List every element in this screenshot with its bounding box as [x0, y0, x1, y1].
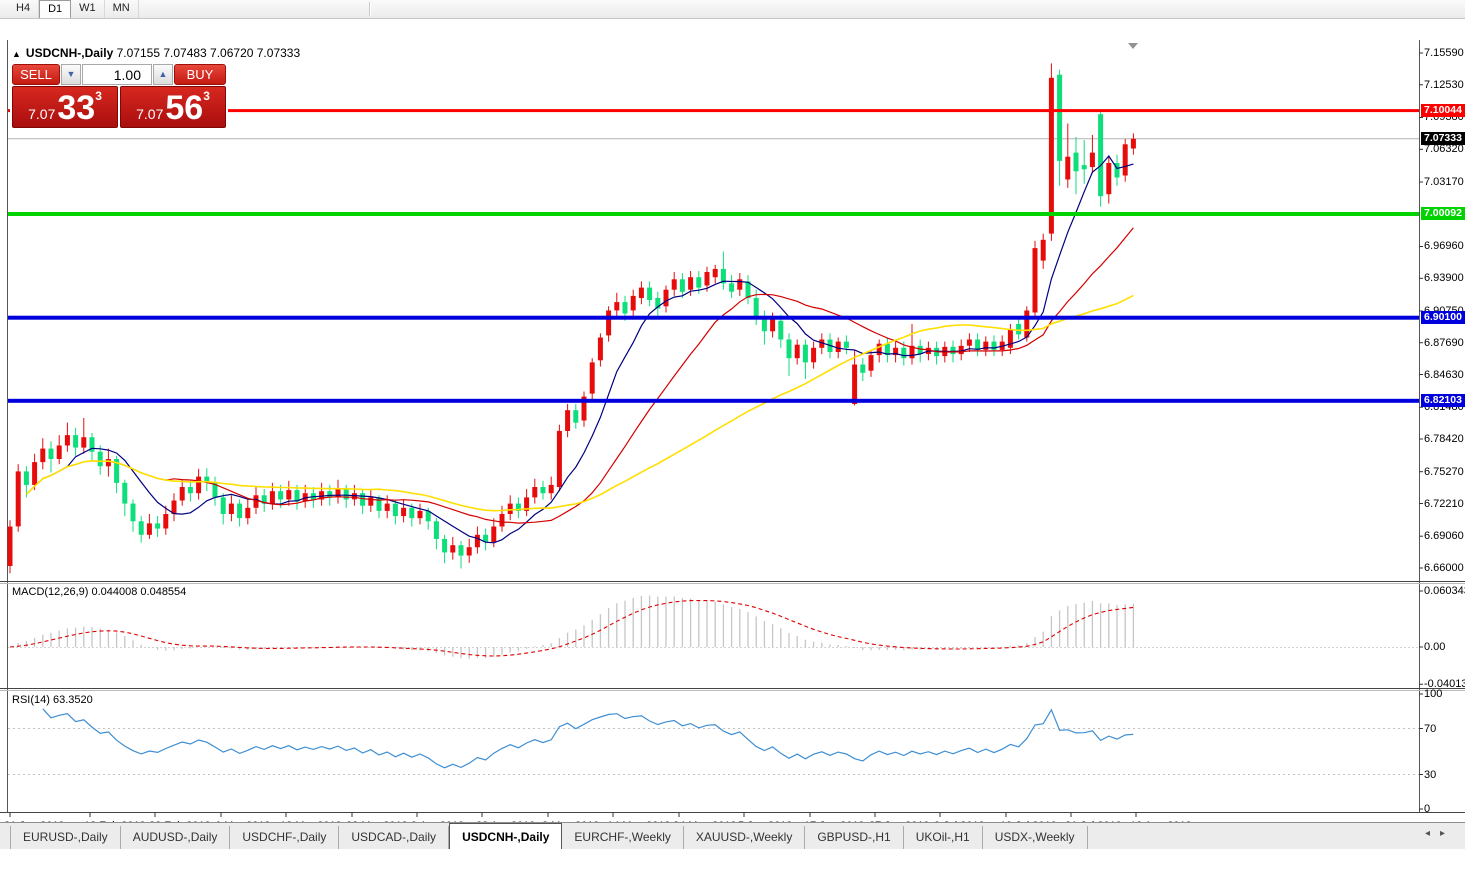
- toolbar-separator: [368, 2, 370, 16]
- price-axis-label: 6.93900: [1424, 272, 1464, 285]
- macd-histogram: [17, 595, 1135, 659]
- rsi-indicator-label: RSI(14) 63.3520: [12, 694, 93, 706]
- symbol-tab-gbpusd-h1[interactable]: GBPUSD-,H1: [805, 826, 904, 849]
- price-axis-label: 7.12530: [1424, 78, 1464, 91]
- timeframe-button-d1[interactable]: D1: [39, 0, 72, 18]
- symbol-tab-eurusd-daily[interactable]: EURUSD-,Daily: [10, 826, 121, 849]
- volume-increase-button[interactable]: ▲: [153, 64, 173, 85]
- price-axis-label: 6.75270: [1424, 465, 1464, 478]
- current-price-badge: 7.07333: [1421, 132, 1465, 146]
- sell-price-big: 33: [57, 89, 96, 127]
- timeframe-button-h4[interactable]: H4: [8, 0, 40, 18]
- macd-axis-label: -0.040136: [1424, 678, 1465, 691]
- price-axis-label: 7.06320: [1424, 143, 1464, 156]
- price-axis-label: 6.69060: [1424, 530, 1464, 543]
- rsi-axis-label: 100: [1424, 688, 1443, 700]
- ma-line-20: [25, 227, 1134, 524]
- timeframe-toolbar: H4 D1 W1 MN: [0, 0, 1465, 19]
- hline-support-blue-1[interactable]: [8, 315, 1419, 320]
- buy-button[interactable]: BUY: [174, 64, 226, 85]
- chart-shift-marker-icon[interactable]: [1128, 43, 1138, 49]
- timeframe-button-mn[interactable]: MN: [105, 0, 139, 18]
- symbol-tab-ukoil-h1[interactable]: UKOil-,H1: [904, 826, 983, 849]
- price-axis-label: 6.66000: [1424, 562, 1464, 574]
- volume-input[interactable]: [82, 64, 152, 85]
- hline-resistance[interactable]: [8, 109, 1419, 113]
- price-badge-resistance: 7.10044: [1421, 104, 1465, 118]
- pane-borders: [0, 40, 1465, 813]
- chart-canvas: [0, 40, 1465, 817]
- axis-tick-marks: [9, 52, 1423, 817]
- collapse-arrow-icon[interactable]: ▲: [12, 49, 21, 59]
- chart-symbol-label: USDCNH-,Daily: [25, 46, 114, 60]
- symbol-tab-usdcnh-daily[interactable]: USDCNH-,Daily: [449, 823, 563, 849]
- sell-price-sup: 3: [95, 89, 102, 103]
- rsi-axis-label: 30: [1424, 768, 1437, 781]
- symbol-tab-usdchf-daily[interactable]: USDCHF-,Daily: [230, 826, 340, 849]
- buy-price-box[interactable]: 7.07 56 3: [120, 86, 226, 128]
- price-badge-support-blue-1: 6.90100: [1421, 311, 1465, 325]
- timeframe-button-w1[interactable]: W1: [71, 0, 105, 18]
- price-axis-label: 6.96960: [1424, 240, 1464, 253]
- symbol-tab-usdx-weekly[interactable]: USDX-,Weekly: [983, 826, 1088, 849]
- sell-price-box[interactable]: 7.07 33 3: [12, 86, 118, 128]
- sell-price-prefix: 7.07: [28, 106, 56, 122]
- macd-axis-label: 0.060343: [1424, 585, 1465, 597]
- price-axis-label: 6.72210: [1424, 497, 1464, 510]
- price-badge-support-blue-2: 6.82103: [1421, 394, 1465, 408]
- price-axis-label: 6.87690: [1424, 336, 1464, 349]
- symbol-tab-bar: EURUSD-,Daily AUDUSD-,Daily USDCHF-,Daily U…: [0, 822, 1465, 849]
- sell-button[interactable]: SELL: [12, 64, 60, 85]
- chart-title: ▲ USDCNH-,Daily 7.07155 7.07483 7.06720 7…: [12, 46, 300, 60]
- candlestick-series: [7, 63, 1136, 574]
- price-axis-label: 6.78420: [1424, 433, 1464, 446]
- chart-ohlc-values: 7.07155 7.07483 7.06720 7.07333: [116, 46, 301, 60]
- macd-axis-label: 0.00: [1424, 641, 1446, 653]
- buy-price-big: 56: [165, 89, 204, 127]
- hline-support-blue-2[interactable]: [8, 398, 1419, 403]
- tab-scroll-arrows: ◂▸: [1425, 828, 1455, 839]
- rsi-line: [42, 708, 1134, 769]
- symbol-tab-usdcad-daily[interactable]: USDCAD-,Daily: [339, 826, 450, 849]
- symbol-tab-eurchf-weekly[interactable]: EURCHF-,Weekly: [562, 826, 684, 849]
- buy-price-prefix: 7.07: [136, 106, 164, 122]
- price-axis-label: 6.84630: [1424, 368, 1464, 381]
- symbol-tab-xauusd-weekly[interactable]: XAUUSD-,Weekly: [684, 826, 806, 849]
- symbol-tab-audusd-daily[interactable]: AUDUSD-,Daily: [121, 826, 231, 849]
- price-badge-support-green: 7.00092: [1421, 207, 1465, 221]
- macd-indicator-label: MACD(12,26,9) 0.044008 0.048554: [12, 586, 187, 598]
- chart-window: 7.15590 7.12530 7.09380 7.06320 7.03170 6.969…: [0, 20, 1465, 849]
- tab-scroll-right-icon[interactable]: ▸: [1439, 828, 1455, 839]
- tab-scroll-left-icon[interactable]: ◂: [1424, 828, 1440, 839]
- rsi-axis-label: 70: [1424, 722, 1437, 735]
- ma-line-45: [25, 294, 1134, 512]
- price-axis-label: 7.15590: [1424, 47, 1464, 59]
- volume-decrease-button[interactable]: ▼: [61, 64, 81, 85]
- rsi-axis-label: 0: [1424, 803, 1431, 815]
- hline-support-green[interactable]: [8, 212, 1419, 216]
- macd-signal-line: [9, 599, 1134, 657]
- buy-price-sup: 3: [203, 89, 210, 103]
- price-axis-label: 7.03170: [1424, 175, 1464, 188]
